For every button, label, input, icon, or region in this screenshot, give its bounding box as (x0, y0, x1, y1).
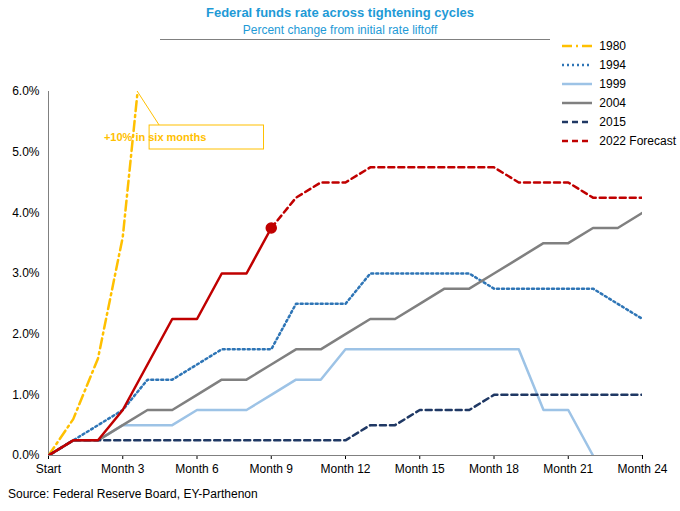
html-text:2004: 2004 (599, 95, 626, 110)
html-text:1999: 1999 (599, 76, 626, 91)
html-text:Source: Federal Reserve Board,: Source: Federal Reserve Board, EY-Parthe… (8, 487, 258, 501)
html-text:Percent change from initial ra: Percent change from initial rate liftoff (242, 23, 438, 37)
html-text:2015: 2015 (599, 114, 626, 129)
svg-text:Month 12: Month 12 (320, 462, 370, 476)
svg-text:Month 15: Month 15 (395, 462, 445, 476)
html-text:Federal funds rate across tigh: Federal funds rate across tightening cyc… (206, 5, 474, 20)
svg-text:Month 6: Month 6 (175, 462, 219, 476)
svg-text:2.0%: 2.0% (12, 327, 40, 341)
svg-text:6.0%: 6.0% (12, 84, 40, 98)
svg-text:Month 9: Month 9 (250, 462, 294, 476)
svg-text:0.0%: 0.0% (12, 448, 40, 462)
svg-text:Month 3: Month 3 (101, 462, 145, 476)
svg-text:Month 24: Month 24 (617, 462, 667, 476)
svg-text:Month 18: Month 18 (469, 462, 519, 476)
svg-text:3.0%: 3.0% (12, 266, 40, 280)
svg-text:+10% in six months: +10% in six months (104, 131, 206, 143)
html-text:1994: 1994 (599, 57, 626, 72)
svg-text:1.0%: 1.0% (12, 388, 40, 402)
svg-text:5.0%: 5.0% (12, 145, 40, 159)
html-text:1980: 1980 (599, 38, 626, 53)
svg-text:Start: Start (36, 462, 62, 476)
html-text:2022 Forecast: 2022 Forecast (599, 133, 676, 148)
svg-text:4.0%: 4.0% (12, 206, 40, 220)
svg-text:Month 21: Month 21 (543, 462, 593, 476)
